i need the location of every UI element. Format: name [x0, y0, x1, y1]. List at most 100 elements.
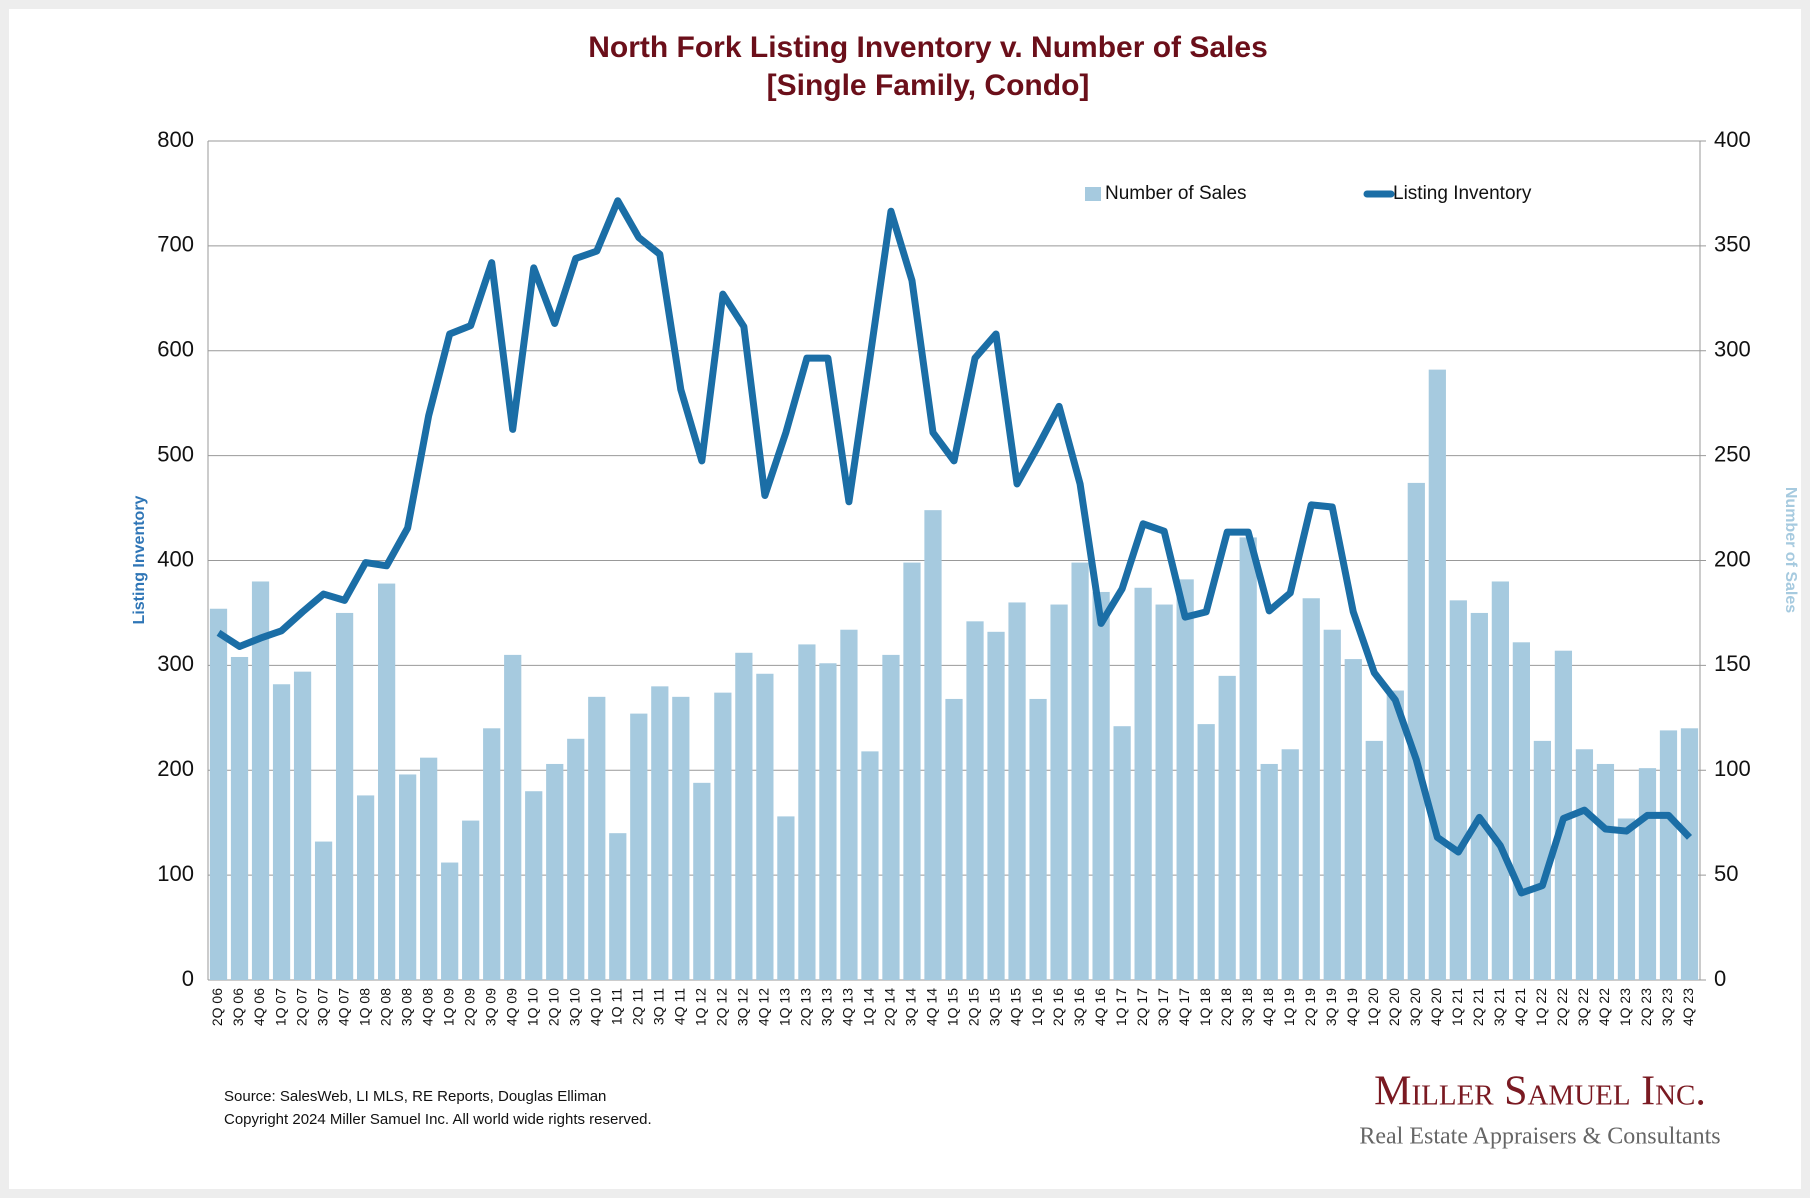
x-tick-label: 3Q 21 — [1491, 988, 1507, 1026]
x-tick-label: 4Q 06 — [251, 988, 267, 1026]
bar — [1050, 604, 1068, 980]
x-tick-label: 4Q 17 — [1176, 988, 1192, 1026]
x-tick-label: 2Q 14 — [882, 988, 898, 1026]
logo-tagline: Real Estate Appraisers & Consultants — [1359, 1124, 1720, 1150]
x-tick-label: 4Q 21 — [1512, 988, 1528, 1026]
bar — [735, 652, 753, 980]
y-tick-label: 700 — [157, 232, 194, 257]
bar — [1428, 369, 1446, 980]
bar — [420, 757, 438, 980]
x-tick-label: 3Q 13 — [819, 988, 835, 1026]
bar — [1092, 591, 1110, 980]
x-tick-label: 3Q 09 — [482, 988, 498, 1026]
bar — [1134, 587, 1152, 980]
bar — [525, 791, 543, 980]
bar — [1260, 763, 1278, 980]
x-tick-label: 3Q 22 — [1575, 988, 1591, 1026]
bar — [230, 656, 249, 980]
bar — [714, 692, 732, 980]
y2-axis-title: Number of Sales — [1782, 487, 1799, 613]
x-tick-label: 2Q 21 — [1470, 988, 1486, 1026]
x-tick-label: 2Q 22 — [1554, 988, 1570, 1026]
x-tick-label: 2Q 12 — [714, 988, 730, 1026]
bar — [651, 686, 669, 980]
bar — [1197, 724, 1215, 980]
bar — [1218, 675, 1236, 980]
x-tick-label: 1Q 19 — [1281, 988, 1297, 1026]
x-tick-label: 2Q 11 — [629, 988, 645, 1025]
y2-tick-label: 250 — [1714, 441, 1751, 466]
bar — [693, 782, 711, 980]
bar — [966, 621, 984, 980]
bar — [209, 608, 228, 980]
bar — [1491, 581, 1509, 980]
x-tick-label: 4Q 11 — [672, 988, 688, 1025]
bar — [1281, 749, 1299, 980]
x-tick-label: 1Q 15 — [945, 988, 961, 1026]
bar — [1533, 740, 1552, 980]
line — [216, 197, 1693, 897]
x-tick-label: 2Q 18 — [1218, 988, 1234, 1026]
x-tick-label: 1Q 13 — [777, 988, 793, 1026]
y2-tick-label: 300 — [1714, 337, 1751, 362]
bar — [1008, 602, 1026, 980]
x-tick-label: 3Q 14 — [903, 988, 919, 1026]
x-tick-label: 2Q 20 — [1386, 988, 1402, 1026]
bar — [945, 698, 963, 980]
bar — [1617, 818, 1636, 980]
y-tick-label: 200 — [157, 756, 194, 781]
chart-subtitle: [Single Family, Condo] — [767, 69, 1090, 102]
x-tick-label: 2Q 17 — [1134, 988, 1150, 1026]
x-tick-label: 4Q 16 — [1092, 988, 1108, 1026]
x-tick-label: 2Q 15 — [966, 988, 982, 1026]
x-tick-label: 4Q 14 — [924, 988, 940, 1026]
bar — [1659, 730, 1678, 980]
x-tick-label: 4Q 18 — [1260, 988, 1276, 1026]
x-tick-label: 4Q 22 — [1596, 988, 1612, 1026]
x-tick-label: 2Q 16 — [1050, 988, 1066, 1026]
x-tick-label: 1Q 23 — [1617, 988, 1633, 1026]
x-tick-label: 2Q 13 — [798, 988, 814, 1026]
x-tick-label: 4Q 23 — [1680, 988, 1696, 1026]
bar — [1113, 726, 1131, 980]
y-axis-title: Listing Inventory — [131, 495, 148, 624]
bar — [1386, 690, 1404, 980]
x-tick-label: 1Q 14 — [861, 988, 877, 1026]
x-tick-label: 2Q 07 — [293, 988, 309, 1026]
bar — [672, 696, 690, 980]
x-tick-label: 4Q 15 — [1008, 988, 1024, 1026]
x-tick-label: 3Q 10 — [566, 988, 582, 1026]
bar — [1407, 482, 1425, 980]
bar — [1596, 763, 1615, 980]
x-tick-label: 2Q 23 — [1638, 988, 1654, 1026]
x-tick-label: 1Q 18 — [1197, 988, 1213, 1026]
bar — [462, 820, 480, 980]
x-tick-label: 3Q 07 — [314, 988, 330, 1026]
bar — [1470, 612, 1488, 980]
bar — [1176, 579, 1194, 980]
x-tick-label: 1Q 09 — [440, 988, 456, 1026]
bar — [840, 629, 858, 980]
bar — [777, 816, 795, 980]
bar — [567, 738, 585, 980]
bar — [378, 583, 396, 980]
x-tick-label: 3Q 18 — [1239, 988, 1255, 1026]
bar — [1512, 642, 1530, 980]
bar — [314, 841, 333, 980]
x-tick-label: 1Q 22 — [1533, 988, 1549, 1026]
chart-title: North Fork Listing Inventory v. Number o… — [588, 31, 1268, 64]
bar — [1155, 604, 1173, 980]
source-note: Source: SalesWeb, LI MLS, RE Reports, Do… — [224, 1088, 606, 1105]
y-tick-label: 500 — [157, 441, 194, 466]
bar — [1638, 768, 1657, 980]
x-tick-label: 3Q 12 — [735, 988, 751, 1026]
bar — [1029, 698, 1047, 980]
bar — [1575, 749, 1594, 980]
bar — [483, 728, 501, 980]
bar — [609, 833, 627, 980]
bar — [1449, 600, 1467, 980]
y-tick-label: 800 — [157, 127, 194, 152]
y2-tick-label: 350 — [1714, 232, 1751, 257]
x-tick-label: 3Q 20 — [1407, 988, 1423, 1026]
